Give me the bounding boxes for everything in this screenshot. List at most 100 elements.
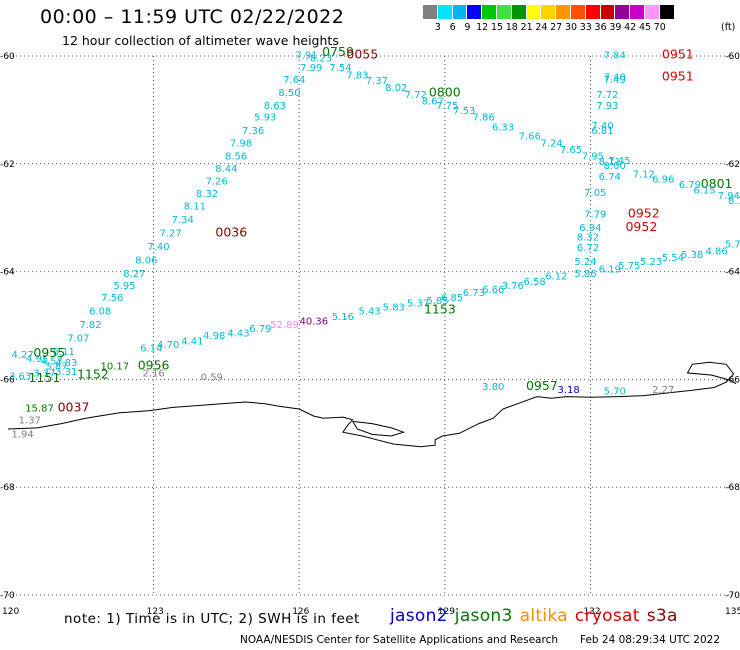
wave-height-label: 5.43: [358, 307, 380, 318]
lon-tick-label: 120: [2, 607, 19, 617]
pass-time-label: 1153: [424, 302, 456, 317]
wave-height-label: 5.37: [407, 299, 429, 310]
pass-time-label: 0800: [429, 84, 461, 99]
legend-s3a: s3a: [646, 606, 678, 626]
colorbar-swatch: [630, 5, 645, 19]
wave-height-label: 7.83: [346, 71, 368, 82]
colorbar-swatch: [526, 5, 542, 19]
colorbar-label: 21: [520, 22, 533, 33]
wave-height-label: 7.49: [604, 75, 626, 86]
pass-time-label: 1151: [28, 370, 60, 385]
wave-height-label: 2.27: [652, 385, 674, 396]
wave-height-label: 5.87: [45, 362, 67, 373]
wave-height-label: 6.33: [492, 122, 514, 133]
colorbar-label: 18: [505, 22, 518, 33]
pass-time-label: 0055: [346, 47, 378, 62]
colorbar-swatch: [615, 5, 631, 19]
pass-time-label: 0801: [701, 176, 733, 191]
wave-height-label: 4.27: [11, 350, 33, 361]
wave-height-label: 6.12: [545, 272, 567, 283]
wave-height-label: 8.32: [196, 189, 218, 200]
wave-height-label: 8.23: [310, 53, 332, 64]
wave-height-label: 4.43: [227, 328, 249, 339]
wave-height-label: 40.36: [299, 316, 328, 327]
lat-tick-label-right: -66: [725, 375, 740, 385]
colorbar-label: 70: [653, 22, 666, 33]
pass-time-label: 0957: [526, 378, 558, 393]
legend-cryosat: cryosat: [574, 606, 640, 626]
wave-height-label: 8.63: [264, 101, 286, 112]
wave-height-label: 7.72: [405, 90, 427, 101]
lon-tick-label: 135: [725, 607, 740, 617]
lat-tick-label-left: -60: [0, 52, 15, 62]
lat-tick-label-right: -64: [725, 268, 740, 278]
wave-height-label: 4.95: [26, 354, 48, 365]
wave-height-label: 7.05: [584, 188, 606, 199]
lon-tick-label: 123: [147, 607, 164, 617]
lat-tick-label-left: -62: [0, 160, 15, 170]
colorbar-swatch: [645, 5, 660, 19]
pass-time-label: 0956: [138, 358, 170, 373]
wave-height-label: 3.31: [55, 367, 77, 378]
lon-tick-label: 132: [583, 607, 600, 617]
wave-height-label: 8.27: [123, 269, 145, 280]
wave-height-label: 4.57: [41, 356, 63, 367]
wave-height-label: 7.40: [147, 242, 169, 253]
colorbar-swatch: [659, 5, 675, 19]
wave-height-label: 8.02: [385, 83, 407, 94]
coastline: [7, 361, 737, 448]
wave-height-label: 3.80: [482, 382, 504, 393]
wave-height-label: 7.94: [718, 191, 740, 202]
wave-height-label: 3.76: [502, 281, 524, 292]
wave-height-label: 6.14: [140, 343, 162, 354]
wave-height-label: 6.85: [441, 293, 463, 304]
legend-jason2: jason2: [390, 606, 448, 626]
lat-tick-label-left: -70: [0, 591, 15, 601]
wave-height-label: 6.72: [577, 243, 599, 254]
wave-height-label: 7.26: [206, 176, 228, 187]
footer-note: note: 1) Time is in UTC; 2) SWH is in fe…: [64, 611, 360, 627]
pass-time-label: 0955: [33, 345, 65, 360]
wave-height-label: 7.34: [172, 215, 194, 226]
pass-time-label: 0037: [58, 400, 90, 415]
wave-height-label: 8.1: [728, 196, 740, 207]
wave-height-label: 7.82: [79, 320, 101, 331]
wave-height-label: 5.85: [426, 296, 448, 307]
wave-height-label: 7.84: [604, 51, 626, 62]
lon-tick-label: 129: [438, 607, 455, 617]
colorbar-label: 24: [535, 22, 548, 33]
pass-time-label: 1152: [77, 366, 109, 381]
pass-time-label: 0952: [625, 219, 657, 234]
colorbar-swatch: [423, 5, 438, 19]
wave-height-label: 7.98: [230, 139, 252, 150]
wave-height-label: 6.08: [89, 307, 111, 318]
wave-height-label: 7.93: [596, 101, 618, 112]
lat-tick-label-right: -70: [725, 591, 740, 601]
wave-height-label: 5.95: [113, 281, 135, 292]
wave-height-label: 7.40: [591, 121, 613, 132]
wave-height-label: 7.75: [436, 101, 458, 112]
wave-height-label: 7.56: [101, 293, 123, 304]
wave-height-label: 15.87: [25, 404, 54, 415]
colorbar-swatch: [437, 5, 453, 19]
wave-height-label: 5.16: [332, 312, 354, 323]
colorbar-swatch: [541, 5, 557, 19]
colorbar-swatch: [600, 5, 616, 19]
wave-height-label: 7.07: [67, 334, 89, 345]
wave-height-label: 6.96: [652, 175, 674, 186]
wave-height-label: 7.72: [596, 90, 618, 101]
wave-height-label: 5.79: [725, 239, 740, 250]
colorbar-swatch: [482, 5, 497, 19]
wave-height-label: 7.54: [329, 63, 351, 74]
pass-time-label: 0951: [662, 47, 694, 62]
wave-height-label: 7.86: [472, 113, 494, 124]
wave-height-label: 4.70: [157, 340, 179, 351]
colorbar-label: 3: [434, 22, 441, 33]
ice-shelf-outline: [352, 420, 406, 437]
graticule: [8, 55, 736, 596]
lat-tick-label-left: -68: [0, 483, 15, 493]
wave-height-label: 7.79: [584, 210, 606, 221]
wave-height-label: 7.36: [242, 126, 264, 137]
